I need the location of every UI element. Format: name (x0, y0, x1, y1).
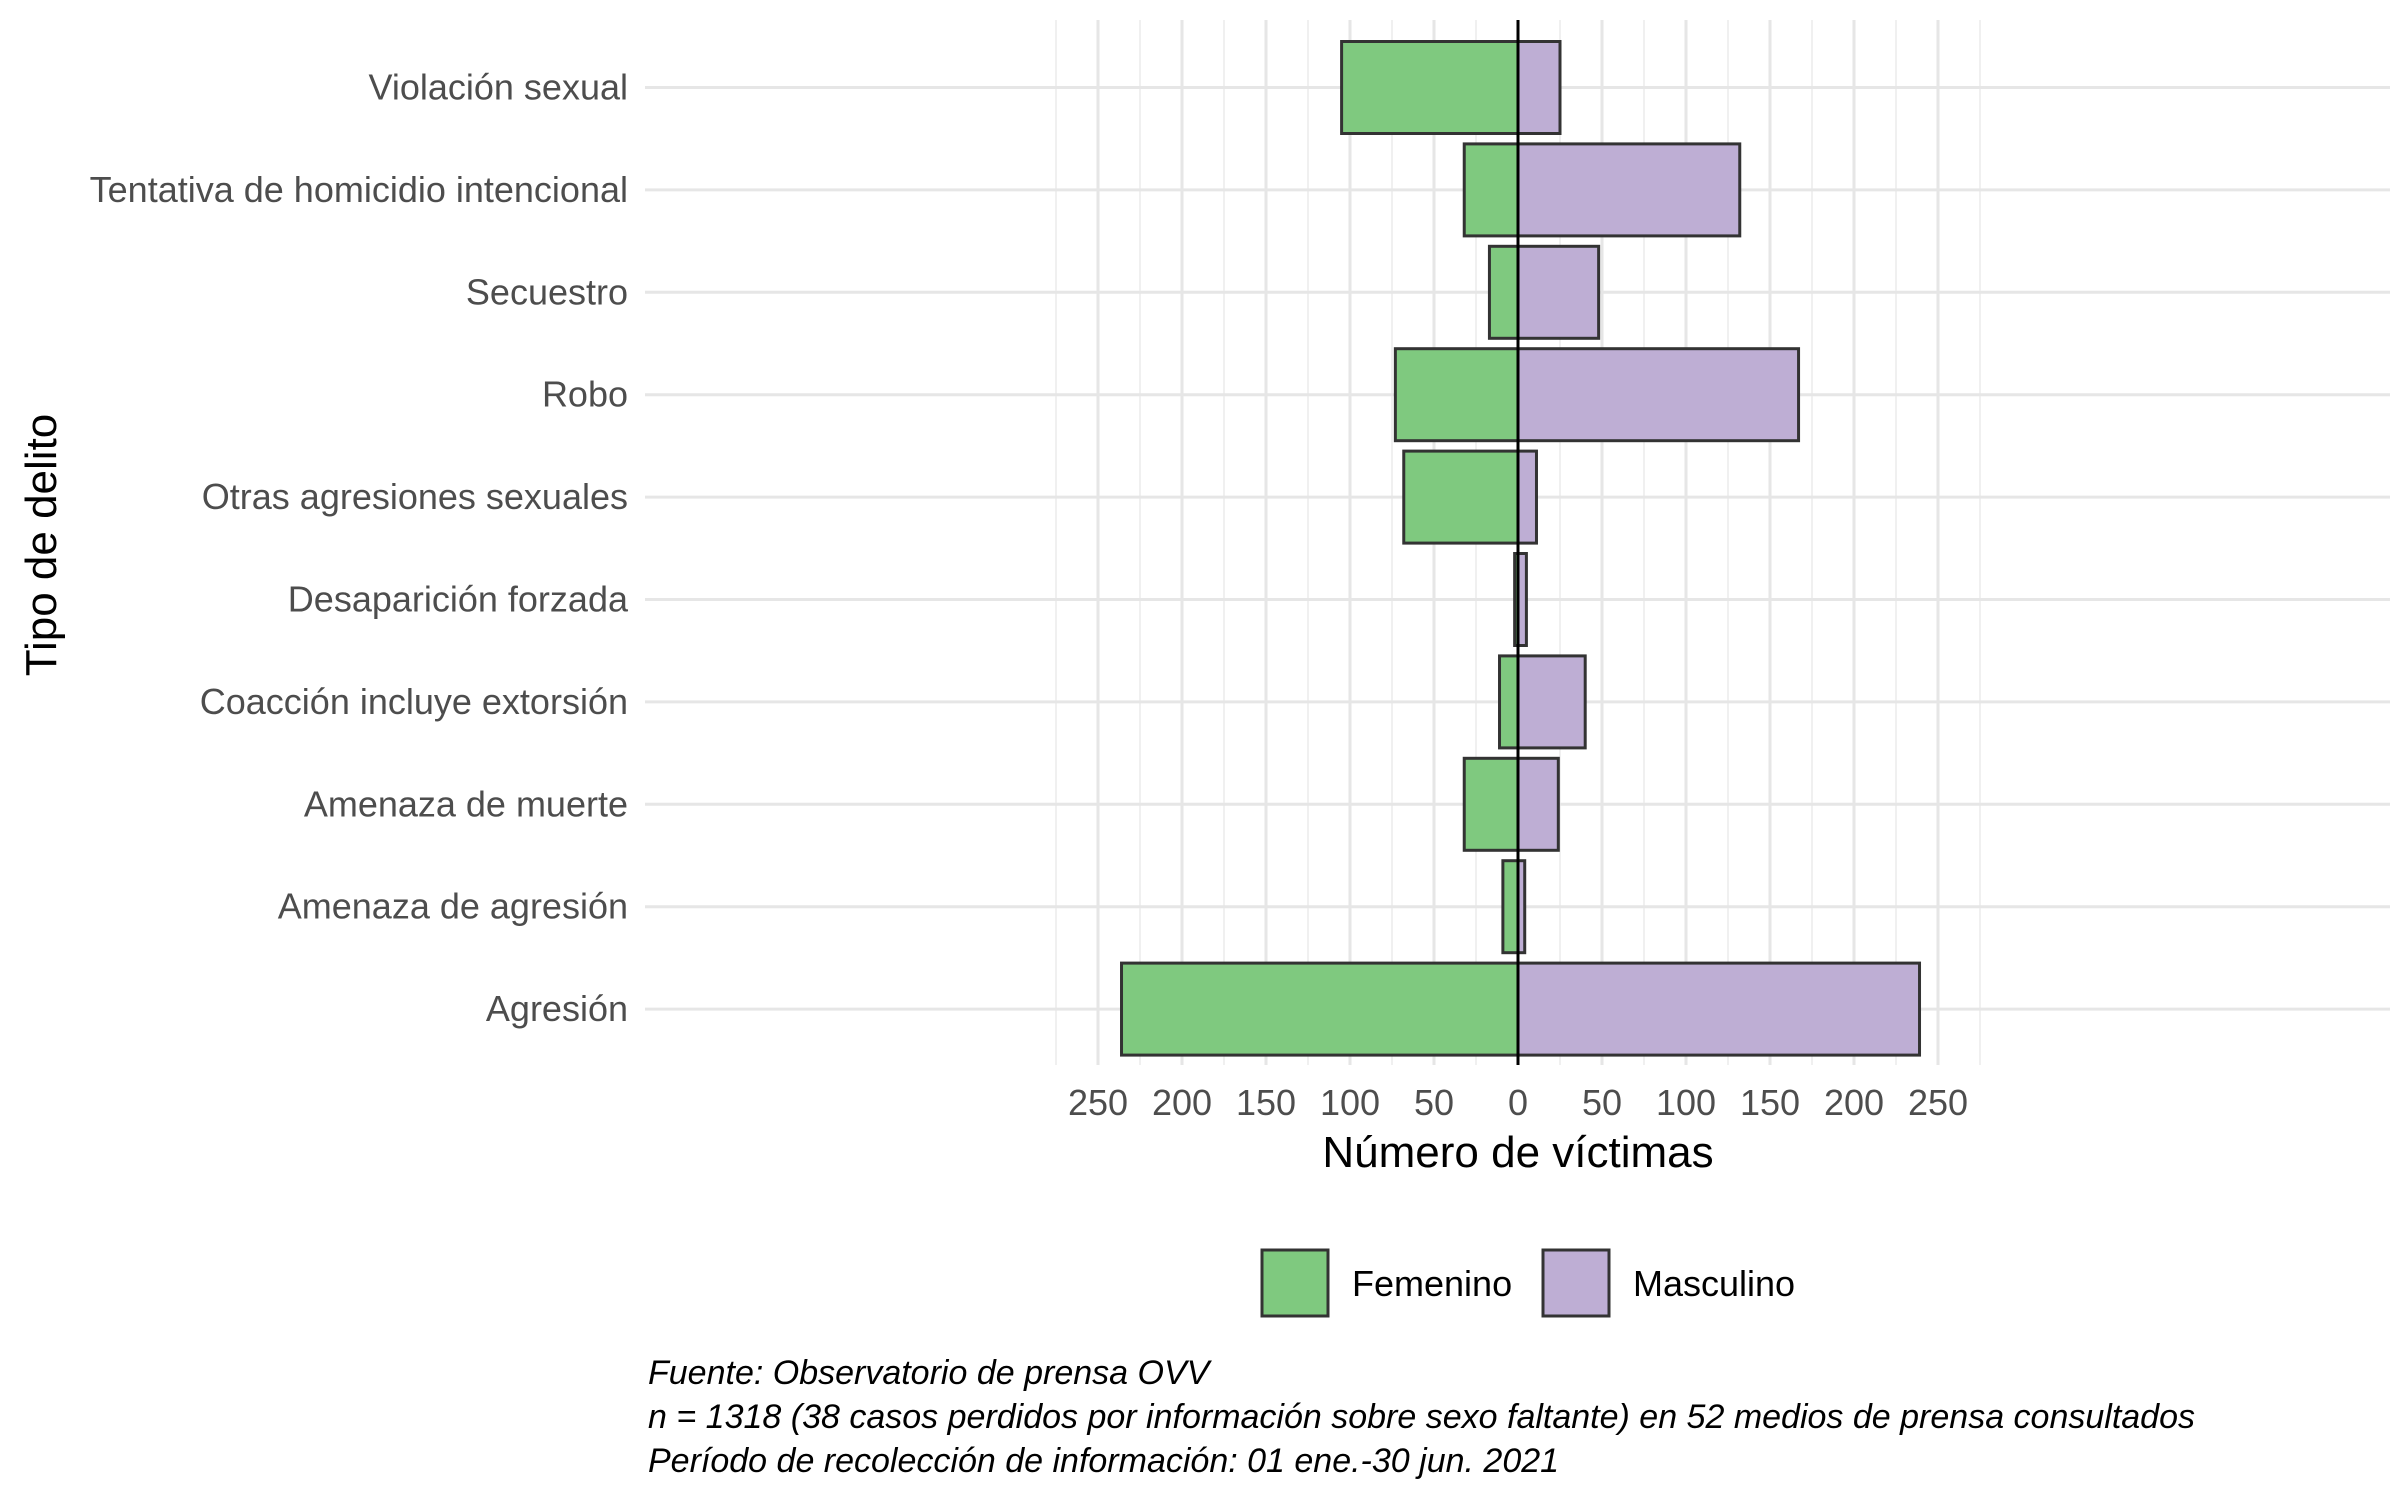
x-axis-title: Número de víctimas (1322, 1128, 1713, 1177)
x-tick-label: 100 (1320, 1082, 1380, 1123)
caption-line: n = 1318 (38 casos perdidos por informac… (648, 1398, 2195, 1436)
bar-masculino (1516, 347, 1801, 443)
x-tick-label: 200 (1152, 1082, 1212, 1123)
category-label: Violación sexual (368, 67, 628, 108)
x-tick-label: 150 (1740, 1082, 1800, 1123)
x-tick-label: 250 (1068, 1082, 1128, 1123)
x-tick-label: 200 (1824, 1082, 1884, 1123)
x-tick-label: 50 (1414, 1082, 1454, 1123)
bar-femenino (1340, 40, 1520, 135)
x-tick-label: 0 (1508, 1082, 1528, 1123)
category-label: Coacción incluye extorsión (200, 681, 628, 722)
legend-swatch-femenino (1260, 1248, 1330, 1318)
bar-masculino (1516, 654, 1587, 750)
bar-masculino (1516, 142, 1742, 238)
category-label: Otras agresiones sexuales (202, 476, 628, 517)
bar-femenino (1402, 449, 1520, 545)
category-label: Robo (542, 374, 628, 415)
bar-femenino (1462, 142, 1520, 238)
x-tick-labels: 250 200 150 100 50 0 50 100 150 200 250 (1068, 1082, 1968, 1123)
bar-femenino (1120, 961, 1520, 1057)
caption: Fuente: Observatorio de prensa OVV n = 13… (648, 1354, 2195, 1480)
category-label: Amenaza de agresión (278, 886, 628, 927)
bar-femenino (1487, 244, 1520, 340)
category-label: Secuestro (466, 271, 628, 312)
x-tick-label: 250 (1908, 1082, 1968, 1123)
legend: Femenino Masculino (1260, 1248, 1795, 1318)
category-label: Tentativa de homicidio intencional (90, 169, 628, 210)
category-label: Amenaza de muerte (304, 783, 628, 824)
x-tick-label: 100 (1656, 1082, 1716, 1123)
bar-masculino (1516, 244, 1601, 340)
category-labels: Violación sexual Tentativa de homicidio i… (90, 67, 629, 1030)
bar-masculino (1516, 756, 1560, 852)
y-axis-title: Tipo de delito (17, 414, 66, 677)
legend-label-masculino: Masculino (1633, 1263, 1795, 1304)
bar-femenino (1498, 654, 1520, 750)
caption-line: Período de recolección de información: 0… (648, 1442, 1559, 1480)
bar-masculino (1516, 40, 1562, 135)
legend-label-femenino: Femenino (1352, 1263, 1512, 1304)
bars (1120, 40, 1922, 1057)
x-tick-label: 50 (1582, 1082, 1622, 1123)
caption-line: Fuente: Observatorio de prensa OVV (648, 1354, 1213, 1392)
bar-femenino (1393, 347, 1520, 443)
category-label: Agresión (486, 988, 628, 1029)
x-tick-label: 150 (1236, 1082, 1296, 1123)
bar-masculino (1516, 961, 1922, 1057)
legend-swatch-masculino (1541, 1248, 1611, 1318)
category-label: Desaparición forzada (288, 579, 629, 620)
bar-masculino (1516, 449, 1538, 545)
bar-femenino (1501, 859, 1520, 955)
bar-femenino (1462, 756, 1520, 852)
